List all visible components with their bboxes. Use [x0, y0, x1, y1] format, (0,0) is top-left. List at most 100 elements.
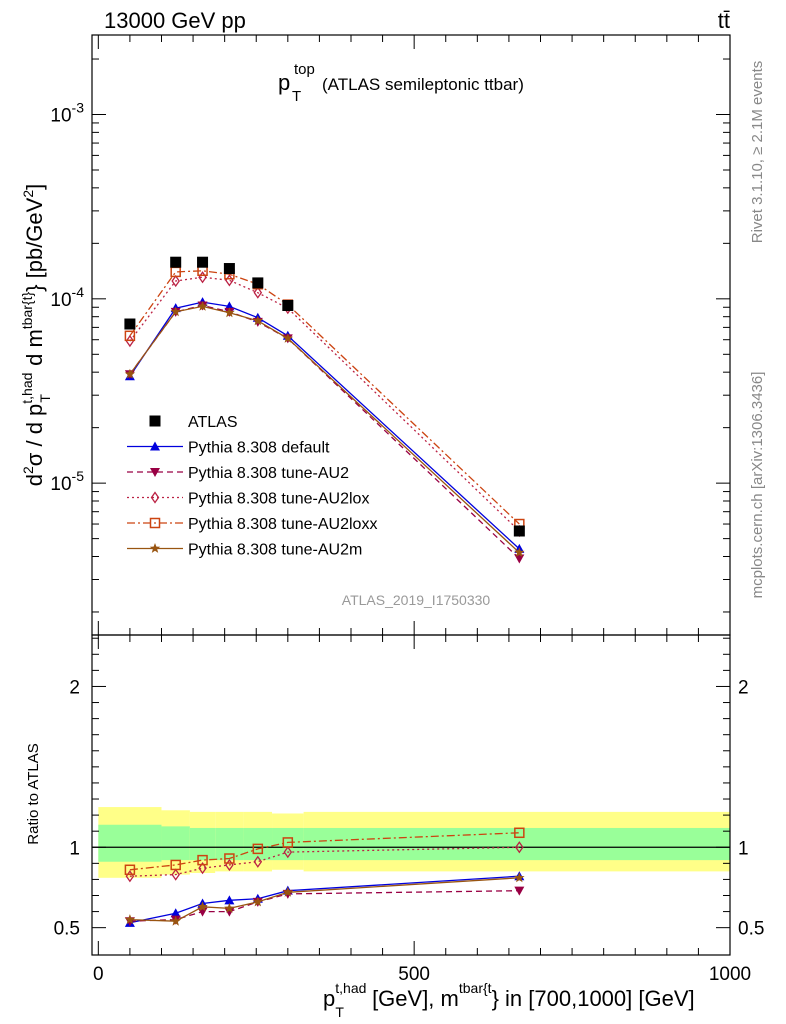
data-point [514, 872, 525, 883]
main-y-axis-label: d2σ / d pt,had T d mtbar{t}} [pb/GeV2] [19, 184, 53, 487]
data-point [124, 368, 136, 379]
data-point [515, 841, 524, 854]
main-series-pythia-8-308-default [124, 297, 525, 553]
data-point [514, 886, 525, 896]
legend-label: Pythia 8.308 tune-AU2lox [188, 491, 369, 508]
data-point [124, 864, 136, 876]
ratio-series-pythia-8-308-tune-au2loxx [124, 827, 525, 876]
data-point [171, 274, 180, 288]
ratio-series-pythia-8-308-tune-au2m [124, 872, 525, 926]
data-point [197, 256, 209, 268]
legend-label: Pythia 8.308 tune-AU2 [188, 465, 349, 482]
data-point [252, 277, 264, 289]
axes-ticks: 0 500 1000 10-5 10-4 10-3 0.5 0.5 1 1 2 2 [50, 35, 764, 985]
data-point [282, 886, 294, 897]
ratio-y-tick-label-right: 1 [738, 838, 749, 859]
process-label: tt̄ [718, 8, 730, 33]
ratio-uncertainty-bands [92, 807, 730, 878]
data-point [197, 854, 208, 866]
ratio-y-tick-label: 2 [69, 677, 80, 698]
data-point [224, 907, 235, 917]
series-line [129, 846, 520, 877]
data-point [170, 859, 181, 871]
data-point [224, 853, 235, 864]
analysis-id: ATLAS_2019_I1750330 [342, 592, 491, 608]
energy-label: 13000 GeV pp [104, 8, 246, 33]
mcplots-label: mcplots.cern.ch [arXiv:1306.3436] [749, 372, 766, 599]
data-point [514, 554, 525, 564]
rivet-label: Rivet 3.1.10, ≥ 2.1M events [749, 61, 766, 244]
y-tick-label: 10-3 [50, 100, 84, 127]
title-main: p [278, 70, 290, 95]
series-line [129, 875, 520, 924]
legend-marker [149, 415, 161, 427]
series-line [129, 276, 520, 532]
inner-band [161, 826, 190, 861]
data-point [252, 843, 264, 855]
ratio-panel-frame [91, 634, 731, 956]
data-point [124, 914, 136, 925]
series-line [129, 877, 520, 922]
data-point [170, 908, 181, 918]
ratio-y-tick-label-right: 2 [738, 677, 749, 698]
data-point [253, 286, 263, 299]
data-point [282, 837, 294, 848]
ratio-panel-data [124, 827, 525, 927]
x-tick-label: 500 [398, 964, 430, 985]
series-line [129, 890, 520, 922]
data-point [224, 895, 235, 905]
data-point [170, 256, 182, 268]
legend-entry: Pythia 8.308 tune-AU2loxx [127, 516, 377, 533]
data-point [225, 274, 234, 287]
data-point [197, 901, 208, 912]
series-line [129, 832, 520, 871]
data-point [223, 263, 235, 275]
legend-entry: Pythia 8.308 tune-AU2 [127, 465, 349, 482]
data-point [514, 827, 525, 839]
inner-band [272, 827, 304, 861]
ratio-y-tick-label-right: 0.5 [738, 919, 764, 940]
x-tick-label: 1000 [709, 964, 751, 985]
legend-marker [149, 517, 161, 529]
legend-entry: Pythia 8.308 tune-AU2lox [127, 491, 369, 508]
ratio-series-pythia-8-308-default [124, 871, 525, 927]
data-point [283, 845, 293, 859]
data-point [282, 332, 294, 343]
data-point [224, 307, 235, 318]
legend-label: Pythia 8.308 tune-AU2loxx [188, 516, 377, 533]
data-point [224, 902, 235, 913]
plot-title: p top T (ATLAS semileptonic ttbar) [278, 61, 524, 105]
data-point [513, 525, 525, 537]
data-point [197, 300, 208, 311]
data-point [282, 299, 294, 311]
legend-marker [150, 491, 160, 504]
x-axis-label: pt,had T [GeV], mtbar{t} in [700,1000] [G… [323, 980, 695, 1020]
data-point [170, 306, 181, 317]
data-point [252, 315, 263, 326]
data-point [125, 334, 135, 348]
inner-band [215, 827, 244, 861]
legend-entry: ATLAS [149, 414, 238, 431]
y-tick-label: 10-4 [50, 284, 84, 311]
y-tick-label: 10-5 [50, 468, 84, 495]
ratio-y-axis-label: Ratio to ATLAS [25, 743, 42, 844]
legend-label: ATLAS [188, 414, 238, 431]
ratio-series-pythia-8-308-tune-au2lox [125, 841, 524, 883]
ratio-y-tick-label: 1 [69, 838, 80, 859]
x-tick-label: 0 [93, 964, 104, 985]
data-point [124, 330, 136, 342]
legend-entry: Pythia 8.308 default [127, 440, 330, 457]
legend-marker [149, 543, 161, 553]
legend-label: Pythia 8.308 default [188, 440, 330, 457]
legend: ATLAS Pythia 8.308 default Pythia 8.308 tu… [127, 414, 377, 559]
title-rest: (ATLAS semileptonic ttbar) [322, 75, 524, 94]
legend-marker [150, 468, 160, 477]
legend-label: Pythia 8.308 tune-AU2m [188, 542, 362, 559]
legend-marker [150, 441, 160, 451]
data-point [198, 862, 207, 875]
title-sub: T [292, 88, 301, 105]
main-series-pythia-8-308-tune-au2m [124, 300, 525, 557]
